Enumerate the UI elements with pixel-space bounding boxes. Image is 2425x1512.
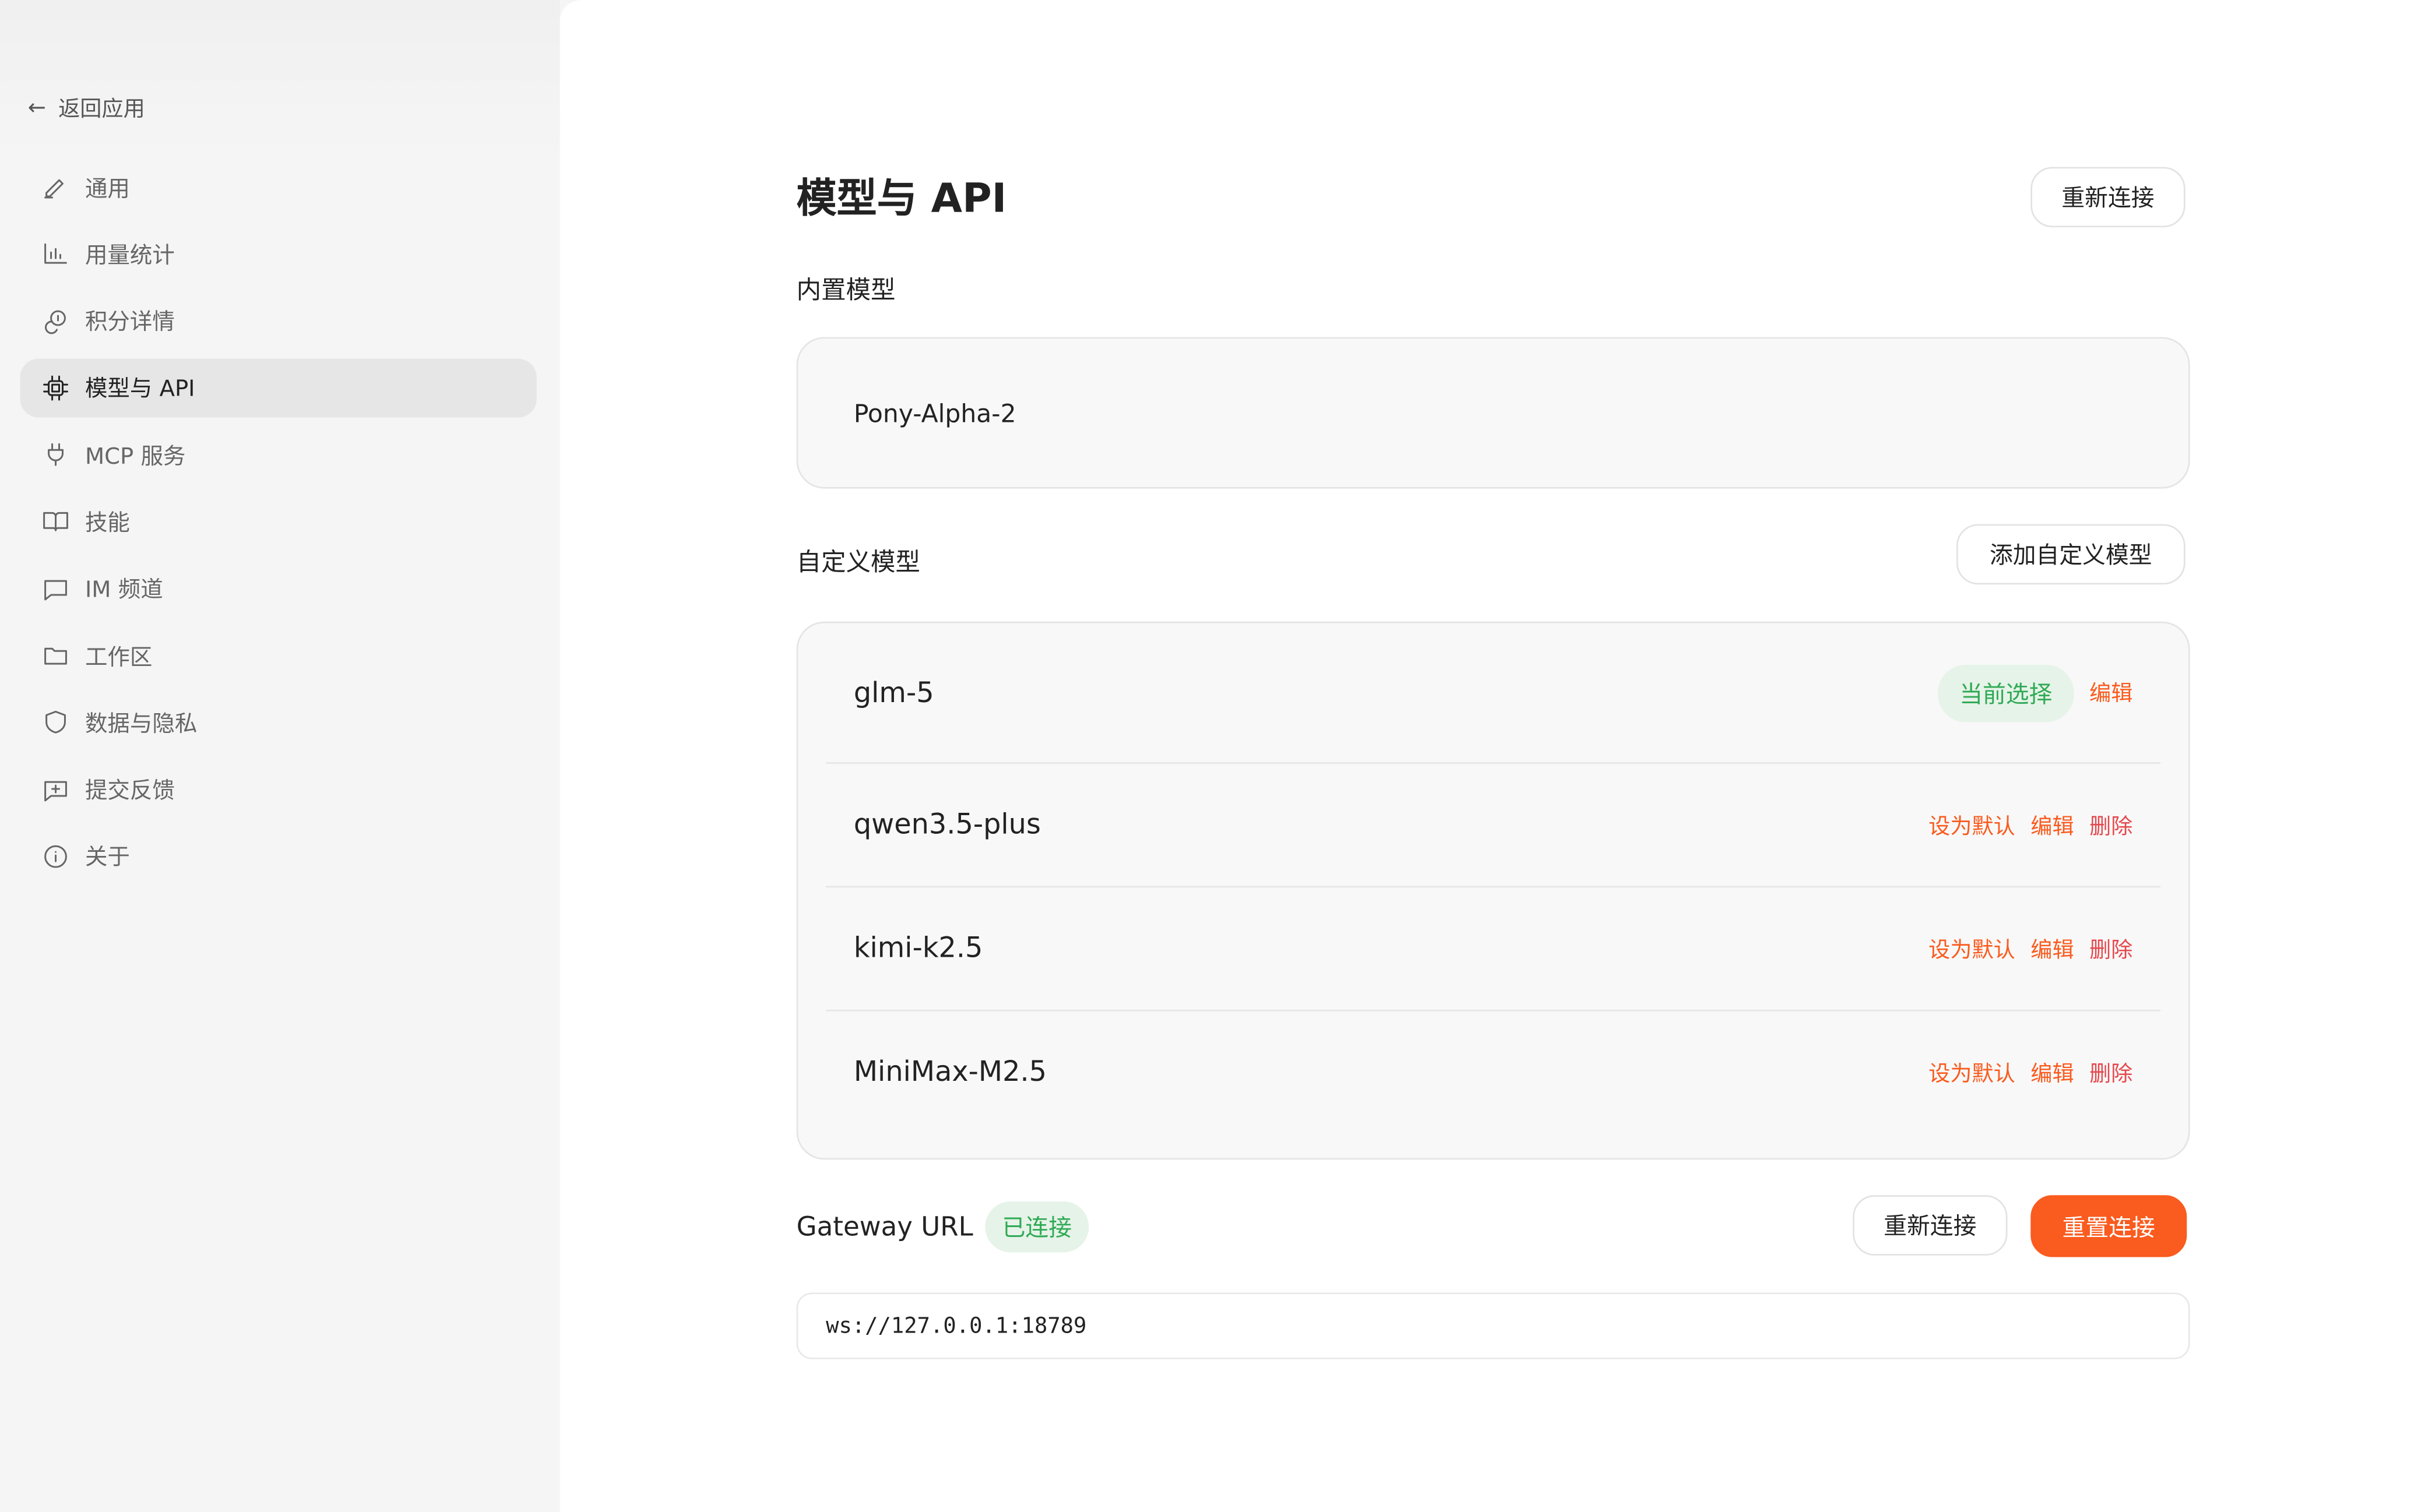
sidebar-item-7[interactable]: 工作区 — [20, 626, 536, 685]
sidebar-item-label: 通用 — [85, 177, 130, 202]
current-selection-badge: 当前选择 — [1938, 664, 2074, 721]
sidebar-item-0[interactable]: 通用 — [20, 158, 536, 217]
sidebar-item-6[interactable]: IM 频道 — [20, 559, 536, 618]
set-default-button[interactable]: 设为默认 — [1928, 1061, 2015, 1087]
sidebar-item-label: 数据与隐私 — [85, 713, 198, 738]
reconnect-button[interactable]: 重新连接 — [1853, 1195, 2008, 1256]
edit-button[interactable]: 编辑 — [2030, 1061, 2074, 1087]
sidebar-item-4[interactable]: MCP 服务 — [20, 425, 536, 484]
shield-icon — [45, 711, 66, 734]
sidebar-item-label: 技能 — [85, 512, 130, 537]
plug-icon — [48, 443, 64, 467]
message-icon — [44, 580, 67, 600]
bar-chart-icon — [44, 244, 67, 265]
gateway-url-value: ws://127.0.0.1:18789 — [826, 1313, 1087, 1338]
arrow-left-icon: ← — [27, 96, 46, 121]
model-name: qwen3.5-plus — [853, 808, 1041, 841]
sidebar-item-3[interactable]: 模型与 API — [20, 358, 537, 418]
folder-icon — [44, 647, 67, 665]
model-row: glm-5 当前选择 编辑 — [826, 623, 2161, 764]
sidebar-item-9[interactable]: 提交反馈 — [20, 760, 536, 819]
builtin-model-card: Pony-Alpha-2 — [796, 337, 2190, 489]
sidebar-item-label: 积分详情 — [85, 311, 175, 336]
page-title: 模型与 API — [796, 176, 1007, 223]
gateway-url-field[interactable]: ws://127.0.0.1:18789 — [796, 1292, 2190, 1359]
sidebar-item-label: IM 频道 — [85, 579, 163, 604]
coins-icon — [45, 309, 66, 334]
connection-status-badge: 已连接 — [985, 1201, 1089, 1253]
custom-model-list: glm-5 当前选择 编辑 qwen3.5-plus 设为默认 编辑 删除 kimi-k2.5… — [796, 621, 2190, 1160]
info-icon — [44, 845, 67, 868]
builtin-model-name: Pony-Alpha-2 — [853, 398, 1016, 428]
back-to-app-button[interactable]: ← 返回应用 — [27, 96, 145, 122]
feedback-icon — [44, 780, 67, 801]
sidebar-item-label: 用量统计 — [85, 244, 175, 269]
sidebar: ← 返回应用 通用用量统计积分详情模型与 API MCP 服务 技能 IM 频道工作区… — [0, 0, 560, 1512]
reset-connection-button[interactable]: 重置连接 — [2030, 1195, 2187, 1257]
model-row: qwen3.5-plus 设为默认 编辑 删除 — [826, 764, 2161, 888]
custom-model-label: 自定义模型 — [796, 547, 920, 577]
cpu-icon — [43, 375, 68, 401]
model-row: kimi-k2.5 设为默认 编辑 删除 — [826, 887, 2161, 1011]
book-icon — [43, 513, 68, 532]
sidebar-item-10[interactable]: 关于 — [20, 827, 536, 886]
model-actions: 设为默认 编辑 删除 — [1928, 933, 2132, 964]
model-actions: 当前选择 编辑 — [1938, 664, 2132, 721]
sidebar-item-label: 提交反馈 — [85, 779, 175, 805]
model-name: kimi-k2.5 — [853, 932, 983, 965]
pencil-icon — [44, 179, 64, 199]
sidebar-item-label: 关于 — [85, 846, 130, 872]
model-row: MiniMax-M2.5 设为默认 编辑 删除 — [826, 1011, 2160, 1134]
edit-button[interactable]: 编辑 — [2089, 682, 2133, 707]
sidebar-header — [0, 0, 560, 155]
gateway-url-label: Gateway URL — [796, 1212, 973, 1243]
sidebar-item-2[interactable]: 积分详情 — [20, 291, 536, 350]
main-panel: 模型与 API 重新连接 内置模型 Pony-Alpha-2 自定义模型 添加自… — [559, 0, 2425, 1512]
edit-button[interactable]: 编辑 — [2030, 937, 2074, 963]
model-name: glm-5 — [853, 676, 934, 709]
delete-button[interactable]: 删除 — [2089, 814, 2133, 839]
sidebar-item-label: MCP 服务 — [85, 445, 186, 470]
model-actions: 设为默认 编辑 删除 — [1928, 1057, 2132, 1088]
sidebar-item-1[interactable]: 用量统计 — [20, 225, 536, 284]
sidebar-nav: 通用用量统计积分详情模型与 API MCP 服务 技能 IM 频道工作区数据与隐私提交… — [20, 158, 537, 894]
sidebar-item-5[interactable]: 技能 — [20, 492, 536, 551]
set-default-button[interactable]: 设为默认 — [1928, 814, 2015, 839]
delete-button[interactable]: 删除 — [2089, 937, 2133, 963]
model-name: MiniMax-M2.5 — [853, 1056, 1047, 1089]
reconnect-button-top[interactable]: 重新连接 — [2030, 167, 2185, 228]
model-actions: 设为默认 编辑 删除 — [1928, 809, 2132, 840]
sidebar-item-label: 模型与 API — [85, 378, 195, 403]
delete-button[interactable]: 删除 — [2089, 1061, 2133, 1087]
sidebar-item-8[interactable]: 数据与隐私 — [20, 693, 536, 752]
edit-button[interactable]: 编辑 — [2030, 814, 2074, 839]
sidebar-item-label: 工作区 — [85, 646, 153, 671]
add-custom-model-button[interactable]: 添加自定义模型 — [1956, 524, 2185, 585]
builtin-model-label: 内置模型 — [796, 275, 896, 305]
set-default-button[interactable]: 设为默认 — [1928, 937, 2015, 963]
